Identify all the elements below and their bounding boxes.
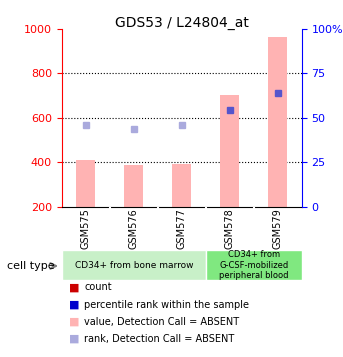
Bar	[172, 164, 191, 207]
Text: CD34+ from
G-CSF-mobilized
peripheral blood: CD34+ from G-CSF-mobilized peripheral bl…	[219, 250, 288, 280]
Text: GSM575: GSM575	[81, 208, 91, 249]
Text: value, Detection Call = ABSENT: value, Detection Call = ABSENT	[84, 317, 239, 327]
Text: rank, Detection Call = ABSENT: rank, Detection Call = ABSENT	[84, 334, 234, 344]
Text: CD34+ from bone marrow: CD34+ from bone marrow	[74, 261, 193, 270]
Text: ■: ■	[69, 282, 79, 292]
Text: cell type: cell type	[7, 261, 55, 271]
Bar	[76, 160, 95, 207]
Text: percentile rank within the sample: percentile rank within the sample	[84, 300, 249, 310]
Text: GSM576: GSM576	[129, 208, 139, 249]
Text: count: count	[84, 282, 112, 292]
Text: GDS53 / L24804_at: GDS53 / L24804_at	[115, 16, 249, 30]
Text: ■: ■	[69, 300, 79, 310]
FancyBboxPatch shape	[206, 250, 302, 280]
Text: ■: ■	[69, 334, 79, 344]
Bar	[268, 37, 287, 207]
Bar	[220, 95, 239, 207]
Text: GSM577: GSM577	[177, 208, 187, 249]
Text: ■: ■	[69, 317, 79, 327]
FancyBboxPatch shape	[62, 250, 206, 280]
Text: GSM578: GSM578	[225, 208, 235, 249]
Bar	[124, 165, 143, 207]
Text: GSM579: GSM579	[273, 208, 283, 249]
